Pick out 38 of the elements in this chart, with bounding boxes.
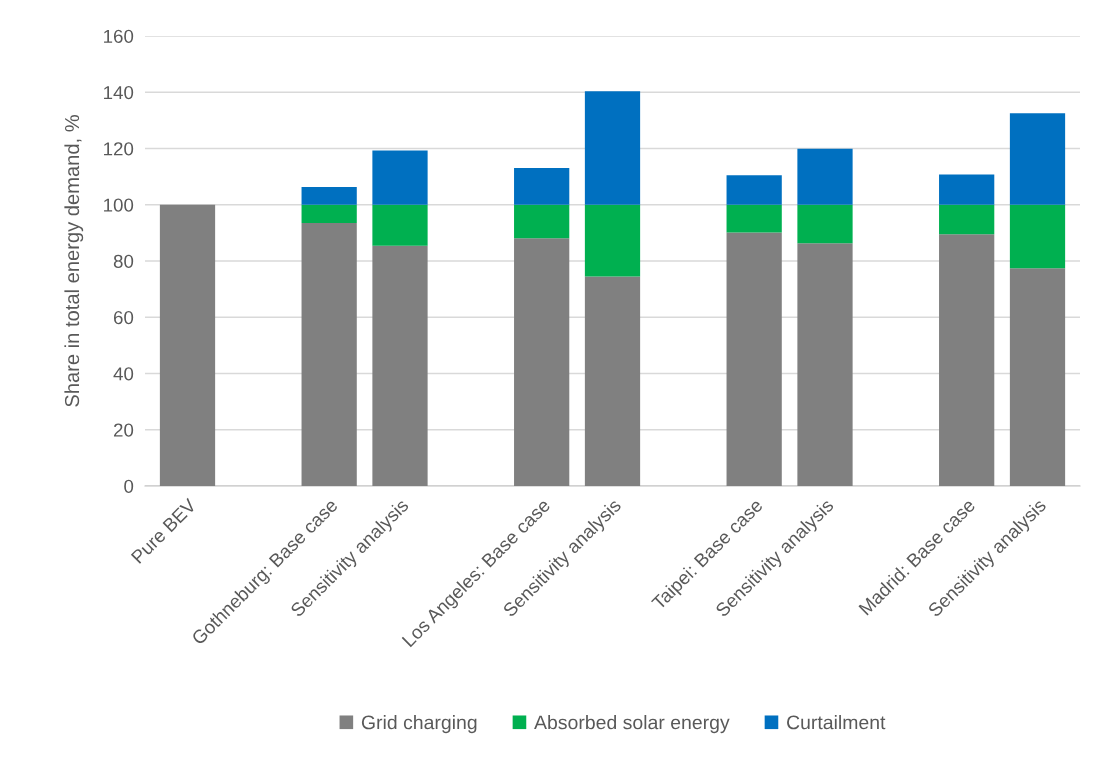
y-tick-label: 140 [104, 85, 134, 100]
bar [584, 204, 641, 277]
bar [797, 243, 853, 486]
bar [514, 238, 570, 486]
y-tick-label: 100 [104, 198, 134, 212]
legend-label: Grid charging [361, 715, 477, 734]
y-tick-label: 160 [104, 29, 134, 43]
bar [939, 234, 995, 486]
bar [1009, 204, 1066, 269]
y-tick-label: 80 [113, 254, 134, 268]
bar [372, 245, 428, 486]
bar [584, 91, 641, 205]
bar [301, 187, 357, 205]
bar [159, 204, 216, 486]
bar [726, 175, 782, 205]
y-tick-label: 40 [113, 367, 134, 381]
bar [939, 174, 995, 205]
bar [514, 204, 570, 239]
bar [301, 223, 357, 486]
y-tick-label: 120 [104, 142, 134, 156]
bar [1009, 113, 1066, 205]
y-tick-label: 20 [113, 423, 134, 437]
bar [797, 204, 853, 244]
bar [514, 167, 570, 205]
bar [372, 150, 428, 205]
y-tick-label: 0 [124, 479, 134, 493]
bar [1009, 268, 1066, 486]
bar [939, 204, 995, 235]
y-tick-label: 60 [113, 310, 134, 325]
bar [301, 204, 357, 224]
bar [584, 276, 641, 486]
bar [372, 204, 428, 246]
bar [726, 204, 782, 233]
bar [797, 148, 853, 205]
bar [726, 232, 782, 486]
y-axis-title: Share in total energy demand, % [64, 115, 84, 407]
legend-label: Absorbed solar energy [534, 715, 730, 734]
legend-label: Curtailment [787, 715, 886, 730]
